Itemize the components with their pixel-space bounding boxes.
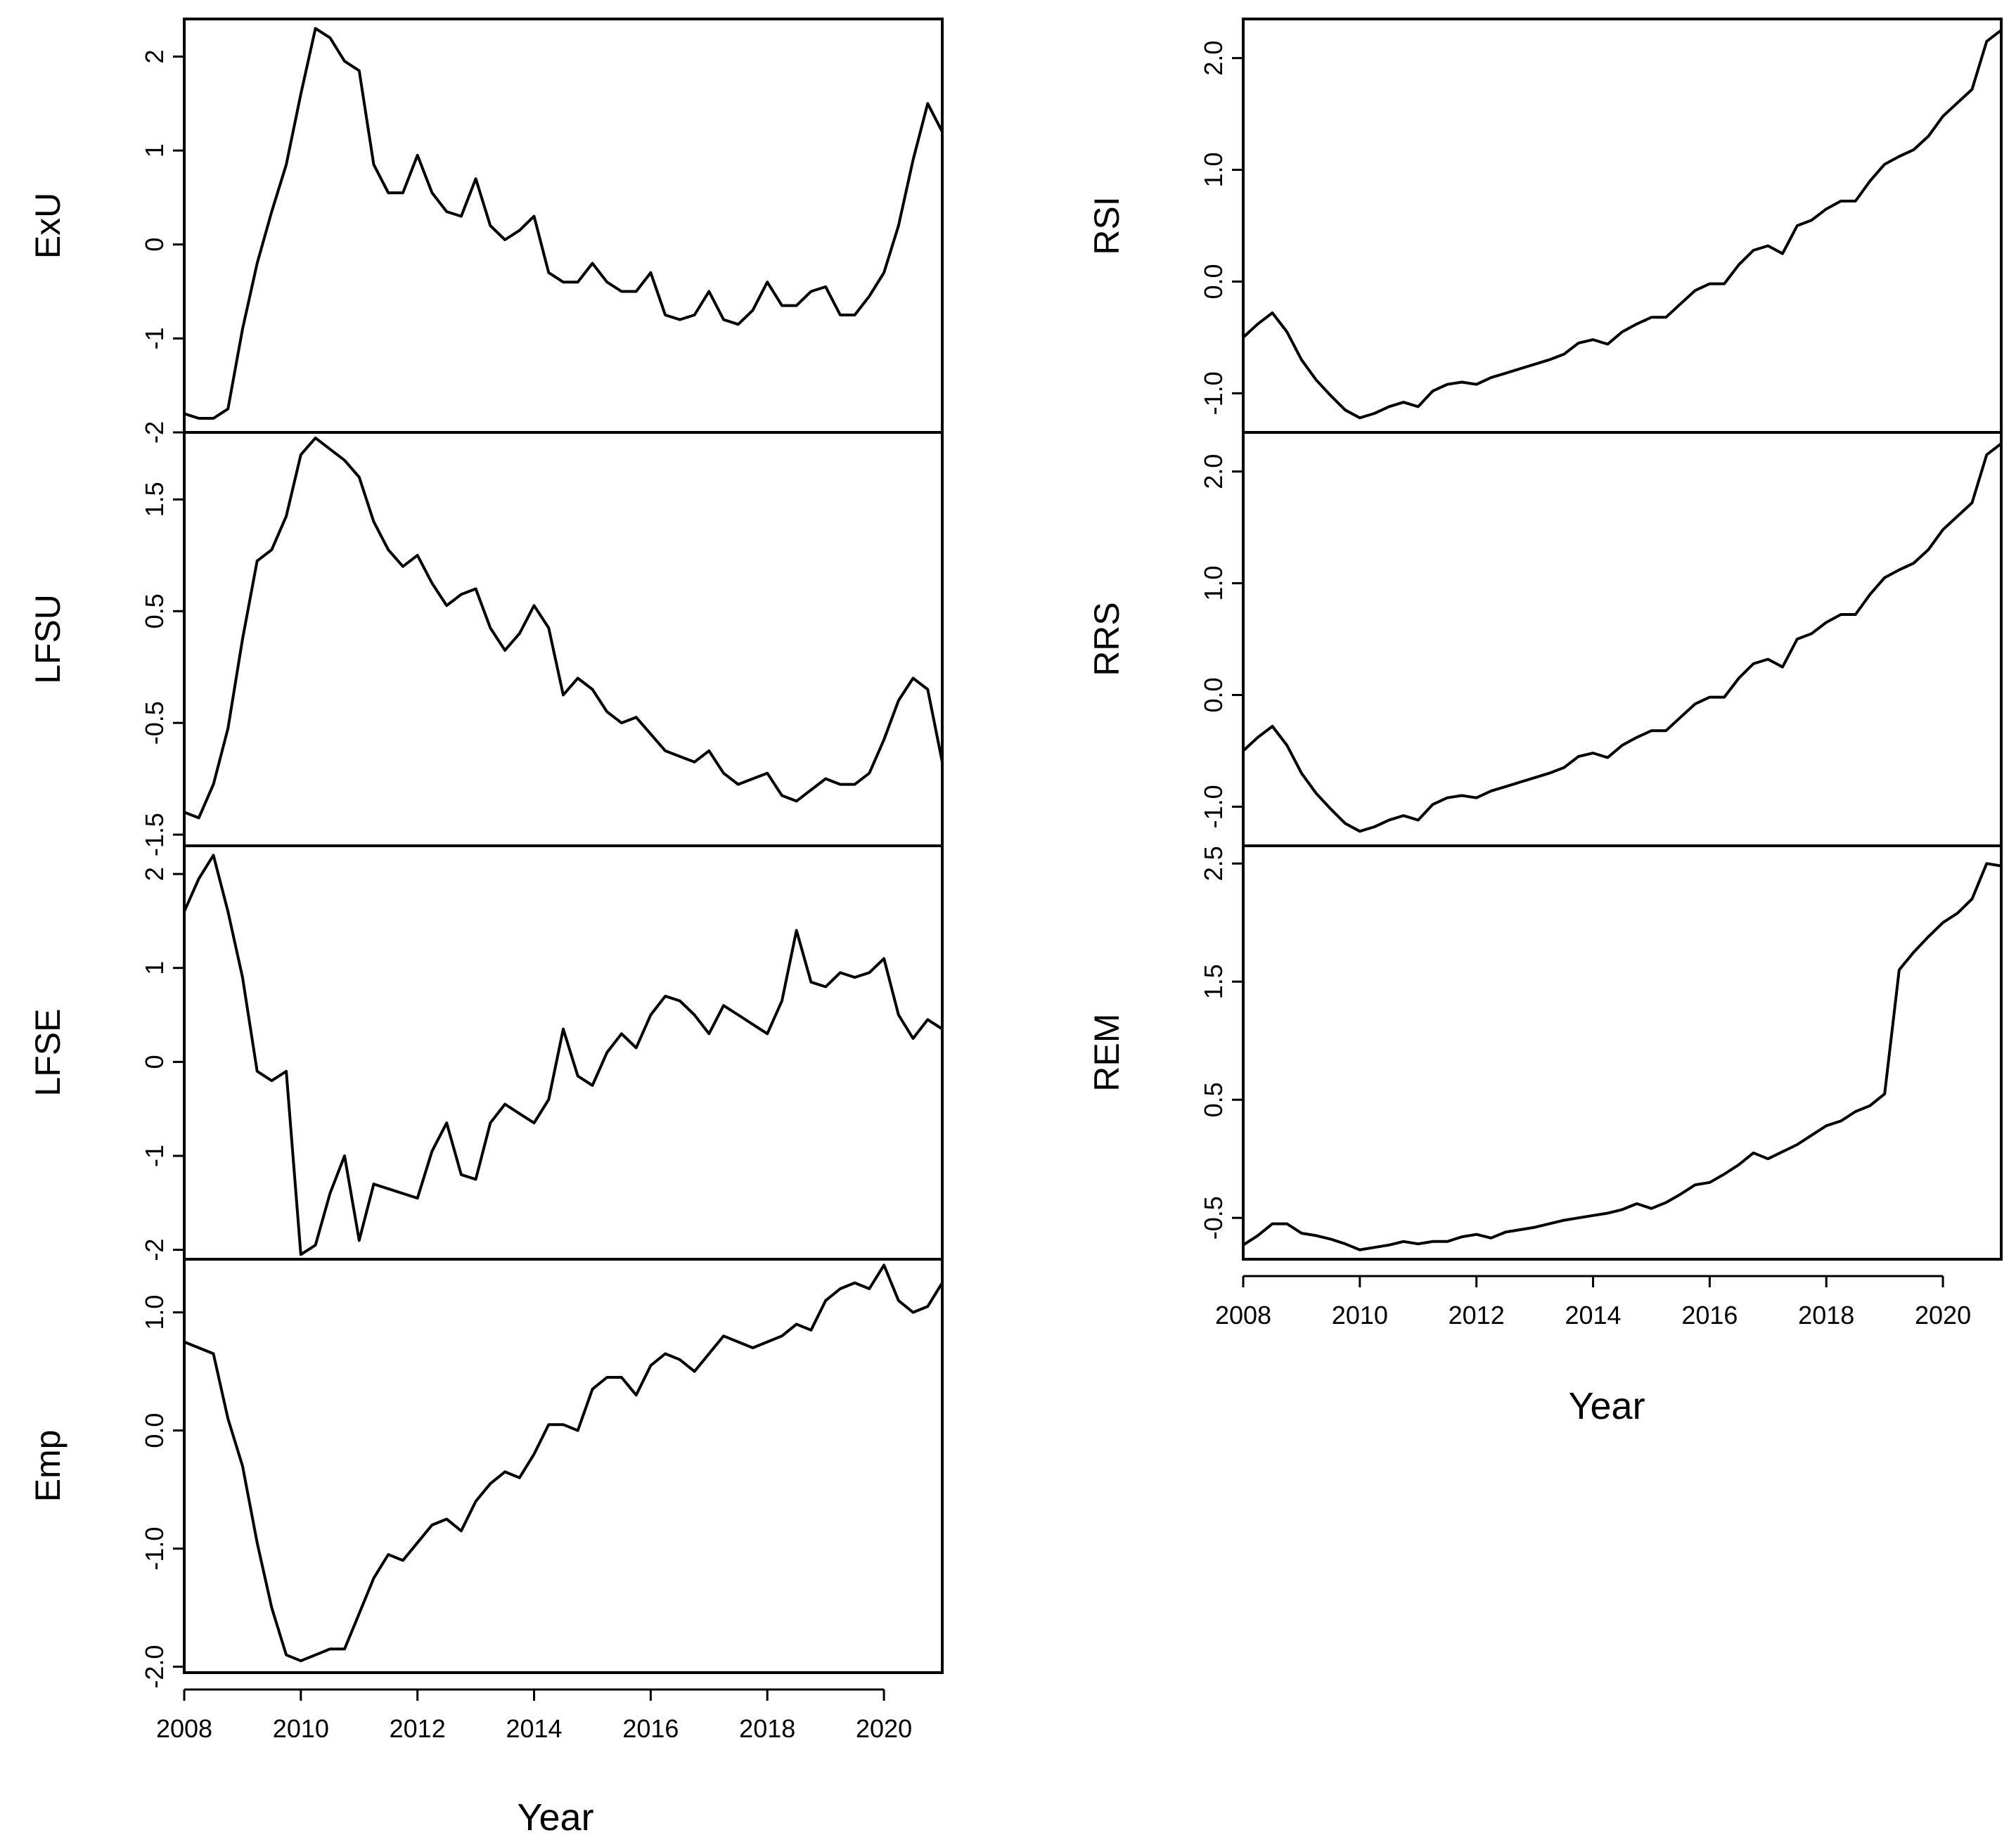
lfsu-y-tick-label: 0.5 xyxy=(140,593,169,629)
lfse-y-tick-label: 2 xyxy=(140,867,169,881)
lfsu-panel-frame xyxy=(183,431,944,847)
exu-y-tick-label: -1 xyxy=(140,327,169,349)
rsi-y-tick-label: -1.0 xyxy=(1199,371,1228,415)
rem-y-tick-label: 2.5 xyxy=(1199,846,1228,881)
lfsu-y-tick-label: -0.5 xyxy=(140,701,169,745)
rrs-y-tick-label: 1.0 xyxy=(1199,566,1228,601)
rem-series-line xyxy=(1242,862,2003,1251)
rem-panel-frame xyxy=(1242,844,2003,1261)
emp-x-tick-label: 2008 xyxy=(156,1714,212,1743)
rrs-panel-frame xyxy=(1242,431,2003,847)
rem-x-tick-label: 2018 xyxy=(1798,1301,1854,1330)
rem-x-tick-label: 2012 xyxy=(1449,1301,1505,1330)
exu-y-tick-label: 2 xyxy=(140,49,169,63)
exu-panel-frame xyxy=(183,18,944,434)
rem-x-tick-label: 2020 xyxy=(1915,1301,1971,1330)
exu-y-tick-label: 1 xyxy=(140,143,169,157)
emp-y-tick-label: -1.0 xyxy=(140,1527,169,1571)
rsi-y-tick-label: 2.0 xyxy=(1199,41,1228,76)
rsi-panel-frame xyxy=(1242,18,2003,434)
lfsu-y-tick-label: -1.5 xyxy=(140,813,169,856)
lfse-y-axis-title: LFSE xyxy=(28,1008,68,1096)
rem-y-tick-label: 0.5 xyxy=(1199,1082,1228,1117)
rsi-y-tick-label: 1.0 xyxy=(1199,153,1228,188)
rrs-y-tick-label: 0.0 xyxy=(1199,677,1228,712)
emp-y-tick-label: 0.0 xyxy=(140,1413,169,1448)
lfsu-y-axis-title: LFSU xyxy=(28,594,68,684)
exu-y-tick-label: 0 xyxy=(140,238,169,252)
exu-y-axis-title: ExU xyxy=(28,193,68,259)
emp-x-tick-label: 2012 xyxy=(390,1714,446,1743)
emp-x-tick-label: 2016 xyxy=(622,1714,679,1743)
rrs-series-line xyxy=(1242,442,2003,833)
rsi-y-tick-label: 0.0 xyxy=(1199,264,1228,299)
rrs-y-axis-title: RRS xyxy=(1087,602,1126,676)
emp-x-tick-label: 2018 xyxy=(739,1714,795,1743)
exu-y-tick-label: -2 xyxy=(140,421,169,444)
rrs-y-tick-label: -1.0 xyxy=(1199,785,1228,828)
left-x-axis-title: Year xyxy=(517,1796,593,1839)
rem-x-tick-label: 2010 xyxy=(1332,1301,1388,1330)
rem-x-tick-label: 2014 xyxy=(1565,1301,1621,1330)
emp-x-tick-label: 2010 xyxy=(273,1714,329,1743)
right-x-axis-title: Year xyxy=(1568,1385,1645,1427)
lfsu-y-tick-label: 1.5 xyxy=(140,482,169,517)
rsi-y-axis-title: RSI xyxy=(1087,196,1126,255)
emp-panel-frame xyxy=(183,1258,944,1674)
lfse-series-line xyxy=(183,854,944,1256)
emp-x-tick-label: 2020 xyxy=(856,1714,912,1743)
rem-x-tick-label: 2008 xyxy=(1215,1301,1271,1330)
rem-y-axis-title: REM xyxy=(1087,1013,1126,1091)
rem-y-tick-label: -0.5 xyxy=(1199,1196,1228,1240)
emp-series-line xyxy=(183,1263,944,1663)
rsi-series-line xyxy=(1242,28,2003,420)
lfse-y-tick-label: 0 xyxy=(140,1055,169,1069)
lfsu-series-line xyxy=(183,436,944,820)
lfse-y-tick-label: -1 xyxy=(140,1145,169,1167)
lfse-panel-frame xyxy=(183,844,944,1261)
exu-series-line xyxy=(183,27,944,420)
emp-x-tick-label: 2014 xyxy=(506,1714,562,1743)
emp-y-tick-label: 1.0 xyxy=(140,1295,169,1330)
lfse-y-tick-label: 1 xyxy=(140,961,169,975)
rem-y-tick-label: 1.5 xyxy=(1199,964,1228,999)
emp-y-tick-label: -2.0 xyxy=(140,1645,169,1689)
rrs-y-tick-label: 2.0 xyxy=(1199,454,1228,489)
emp-y-axis-title: Emp xyxy=(28,1430,68,1502)
lfse-y-tick-label: -2 xyxy=(140,1239,169,1261)
rem-x-tick-label: 2016 xyxy=(1681,1301,1738,1330)
